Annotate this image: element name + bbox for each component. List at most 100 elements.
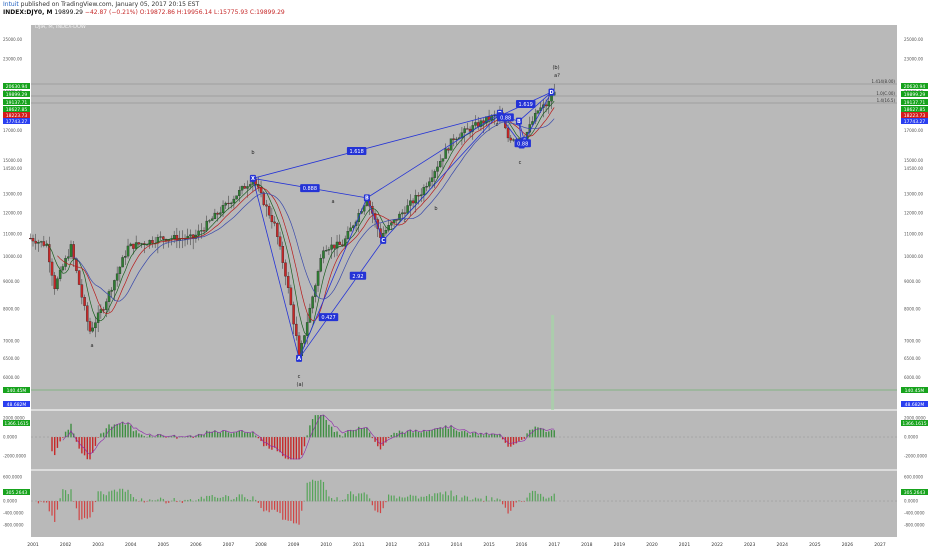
candle-down (34, 240, 37, 244)
oscillator-1-bar (347, 430, 349, 438)
oscillator-1-bar (260, 437, 262, 442)
candle-up (238, 190, 241, 196)
osc1-badge-left (3, 420, 30, 426)
oscillator-2-bar (227, 496, 230, 502)
oscillator-2-bars (37, 479, 555, 525)
oscillator-1-bar (140, 434, 143, 438)
oscillator-1-bar (108, 424, 110, 438)
oscillator-2-bar (333, 499, 335, 502)
candle-up (414, 195, 418, 204)
oscillator-2-bar (521, 501, 523, 502)
candle-up (428, 181, 431, 187)
y-tick-label-right: 8000.00 (904, 307, 921, 312)
oscillator-1-bar (482, 435, 485, 438)
oscillator-2-bar (81, 501, 83, 520)
oscillator-1-bar (59, 437, 61, 442)
candle-up (39, 241, 43, 243)
oscillator-1-bar (263, 437, 265, 447)
oscillator-2-bar (398, 496, 401, 502)
chart-panel[interactable] (31, 25, 897, 537)
oscillator-1-bar (257, 437, 260, 439)
oscillator-1-bar (431, 429, 433, 438)
oscillator-2-bar (314, 480, 316, 502)
candle-up (343, 238, 347, 247)
candle-up (213, 212, 217, 219)
candle-down (447, 148, 450, 151)
oscillator-2-bar (377, 501, 379, 513)
candle-up (99, 309, 103, 313)
oscillator-1-bar (208, 431, 211, 438)
ratio-badge (515, 99, 536, 108)
time-axis (31, 537, 897, 550)
oscillator-2-bar (455, 495, 458, 502)
oscillator-2-bar (284, 501, 287, 520)
oscillator-2-bar (347, 494, 349, 502)
oscillator-1-bar (200, 434, 203, 438)
oscillator-2-bar (124, 491, 126, 502)
publisher-user[interactable]: Intuit (3, 1, 19, 8)
price-badge-right (901, 91, 928, 97)
oscillator-2-bar (214, 496, 216, 502)
oscillator-2-bar (298, 501, 300, 525)
oscillator-2-bar (203, 498, 205, 502)
candle-up (463, 128, 466, 133)
osc1-badge-label-left: 1366.1615 (4, 421, 28, 427)
volume-badge-right (901, 401, 928, 407)
x-tick-label: 2008 (255, 542, 267, 548)
oscillator-2-bar (434, 493, 436, 502)
oscillator-1-bar (276, 437, 279, 452)
candle-down (86, 305, 89, 322)
candle-up (314, 285, 317, 297)
candle-up (455, 138, 458, 140)
oscillator-2-bar (396, 498, 398, 502)
candle-up (61, 266, 65, 271)
oscillator-1-bar (287, 437, 289, 460)
oscillator-2-bar (265, 501, 268, 511)
oscillator-2-bar (146, 501, 148, 502)
oscillator-1-bar (246, 432, 249, 438)
oscillator-1-bar (176, 437, 178, 439)
fib-level-label: 1.0(C.00) (876, 91, 895, 96)
oscillator-2-bar (244, 497, 246, 502)
candle-up (322, 250, 325, 259)
oscillator-2-bar (523, 501, 525, 502)
oscillator-2-bar (173, 497, 175, 502)
candle-up (441, 158, 445, 162)
oscillator-2-bar (431, 496, 433, 502)
oscillator-1-bar (330, 426, 333, 438)
candle-up (316, 271, 320, 286)
oscillator-1-bar (284, 437, 287, 459)
price-badge-label-right: 20630.94 (904, 84, 926, 90)
oscillator-2-bar (409, 494, 411, 502)
price-badge-label-right: 17743.27 (904, 119, 926, 125)
price-badge-label-left: 19899.29 (6, 92, 28, 98)
candle-up (387, 225, 390, 231)
oscillator-2-bar (97, 491, 99, 502)
candle-up (346, 231, 350, 239)
oscillator-2-bar (512, 501, 515, 508)
oscillator-2-bar (417, 498, 420, 502)
y-tick-label-right: 17000.00 (904, 128, 924, 133)
wave-label: b (251, 150, 254, 156)
oscillator-2-bar (108, 491, 110, 502)
pattern-point-label: X (251, 176, 255, 182)
oscillator-2-bar (230, 499, 232, 502)
oscillator-1-bar (518, 437, 520, 442)
osc2-tick-left: -400.0000 (3, 511, 24, 516)
candle-down (482, 120, 485, 124)
candle-up (107, 291, 111, 302)
candle-up (438, 161, 442, 168)
oscillator-2-bar (268, 501, 270, 513)
candle-down (53, 275, 56, 290)
oscillator-2-bar (553, 493, 555, 502)
oscillator-1-bar (355, 429, 357, 438)
oscillator-2-bar (529, 492, 531, 502)
oscillator-1-bar (520, 437, 523, 440)
oscillator-2-bar (412, 495, 414, 502)
oscillator-2-bar (320, 479, 322, 502)
oscillator-2-bar (206, 495, 208, 502)
oscillator-1-bar (358, 426, 360, 438)
oscillator-1-bar (507, 437, 509, 447)
oscillator-1-bar (442, 428, 444, 438)
